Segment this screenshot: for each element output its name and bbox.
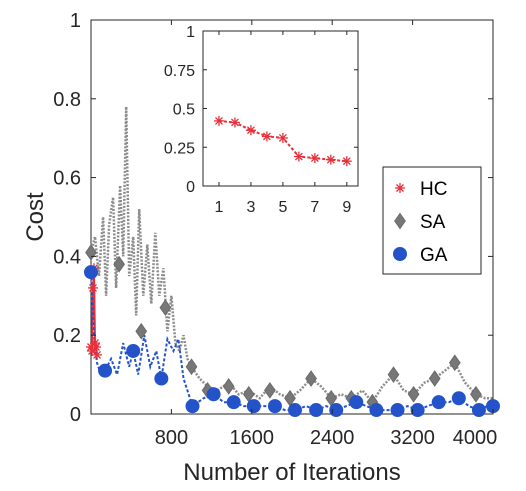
x-tick-label-3: 3200 <box>390 427 435 449</box>
sa-point-16 <box>428 370 441 387</box>
main-series-layer <box>84 106 500 418</box>
legend-marker-ga <box>393 247 407 261</box>
y-tick-label-4: 0.8 <box>53 89 81 111</box>
sa-point-14 <box>387 366 400 383</box>
ga-point-10 <box>309 403 324 418</box>
legend-label-sa: SA <box>420 212 446 233</box>
inset-series-layer <box>213 115 352 167</box>
sa-point-8 <box>264 381 276 399</box>
inset-point-8 <box>341 156 352 167</box>
inset-x-tick-label-0: 1 <box>215 199 224 216</box>
y-tick-label-5: 1 <box>70 10 81 32</box>
inset-y-tick-label-4: 1 <box>186 24 195 41</box>
y-tick-label-1: 0.2 <box>53 325 81 347</box>
sa-series-line <box>89 106 493 405</box>
inset-x-tick-label-2: 5 <box>278 199 287 216</box>
ga-point-14 <box>390 403 405 418</box>
inset-plot-area <box>202 30 359 187</box>
y-tick-label-3: 0.6 <box>53 168 81 190</box>
legend-marker-sa <box>394 212 406 230</box>
x-tick-label-1: 1600 <box>230 427 275 449</box>
x-tick-label-0: 800 <box>155 427 188 449</box>
ga-point-1 <box>98 363 113 378</box>
hc-point-5 <box>91 342 102 353</box>
inset-y-tick-label-3: 0.75 <box>164 63 195 80</box>
sa-point-2 <box>135 322 148 340</box>
sa-point-3 <box>159 299 172 316</box>
inset-point-3 <box>261 131 272 142</box>
ga-point-7 <box>246 399 261 414</box>
y-tick-label-0: 0 <box>70 404 81 426</box>
ga-point-15 <box>410 403 425 418</box>
x-axis-label: Number of Iterations <box>183 459 400 486</box>
y-tick-label-2: 0.4 <box>53 246 81 268</box>
sa-point-17 <box>448 354 461 372</box>
ga-point-11 <box>329 403 344 418</box>
legend-entries <box>393 183 407 261</box>
hc-point-2 <box>88 282 99 293</box>
ga-point-3 <box>154 371 169 386</box>
inset-point-4 <box>277 132 288 143</box>
x-tick-label-2: 2400 <box>310 427 355 449</box>
ga-point-6 <box>226 395 241 410</box>
legend: HC SA GA <box>382 166 482 275</box>
sa-point-18 <box>470 385 482 403</box>
inset-point-7 <box>325 154 336 165</box>
sa-point-1 <box>113 255 126 273</box>
inset-x-tick-label-4: 9 <box>342 199 351 216</box>
ga-point-2 <box>126 343 141 358</box>
ga-point-0 <box>84 265 98 280</box>
ga-point-17 <box>451 391 466 406</box>
hc-point-6 <box>92 349 103 360</box>
inset-point-2 <box>245 125 256 136</box>
inset-point-5 <box>293 151 304 162</box>
ga-point-5 <box>206 387 221 402</box>
y-axis-label: Cost <box>22 192 49 242</box>
legend-label-ga: GA <box>420 245 448 266</box>
sa-point-6 <box>222 378 235 395</box>
ga-point-8 <box>267 399 282 414</box>
legend-label-hc: HC <box>420 179 447 200</box>
inset-ticks-layer: 0 0.25 0.5 0.75 1 1 3 5 7 9 <box>164 24 358 216</box>
ga-point-18 <box>471 403 486 418</box>
inset-y-tick-label-0: 0 <box>186 179 195 196</box>
sa-point-10 <box>305 370 317 387</box>
inset-x-tick-label-3: 7 <box>310 199 319 216</box>
ga-point-4 <box>185 399 200 414</box>
inset-y-tick-label-2: 0.5 <box>173 102 195 119</box>
ga-point-13 <box>369 403 384 418</box>
inset-x-tick-label-1: 3 <box>246 199 255 216</box>
inset-point-6 <box>309 153 320 164</box>
ga-point-12 <box>349 395 364 410</box>
sa-point-4 <box>185 358 198 376</box>
inset-y-tick-label-1: 0.25 <box>164 140 195 157</box>
ga-point-16 <box>431 395 446 410</box>
sa-point-15 <box>407 385 420 403</box>
inset-point-0 <box>213 115 224 126</box>
legend-marker-hc <box>395 183 405 193</box>
ga-point-9 <box>288 403 303 418</box>
x-tick-label-4: 4000 <box>453 427 498 449</box>
main-ticks-layer: 0 0.2 0.4 0.6 0.8 1 800 1600 2400 3200 4000 <box>53 10 497 449</box>
inset-point-1 <box>229 117 240 128</box>
